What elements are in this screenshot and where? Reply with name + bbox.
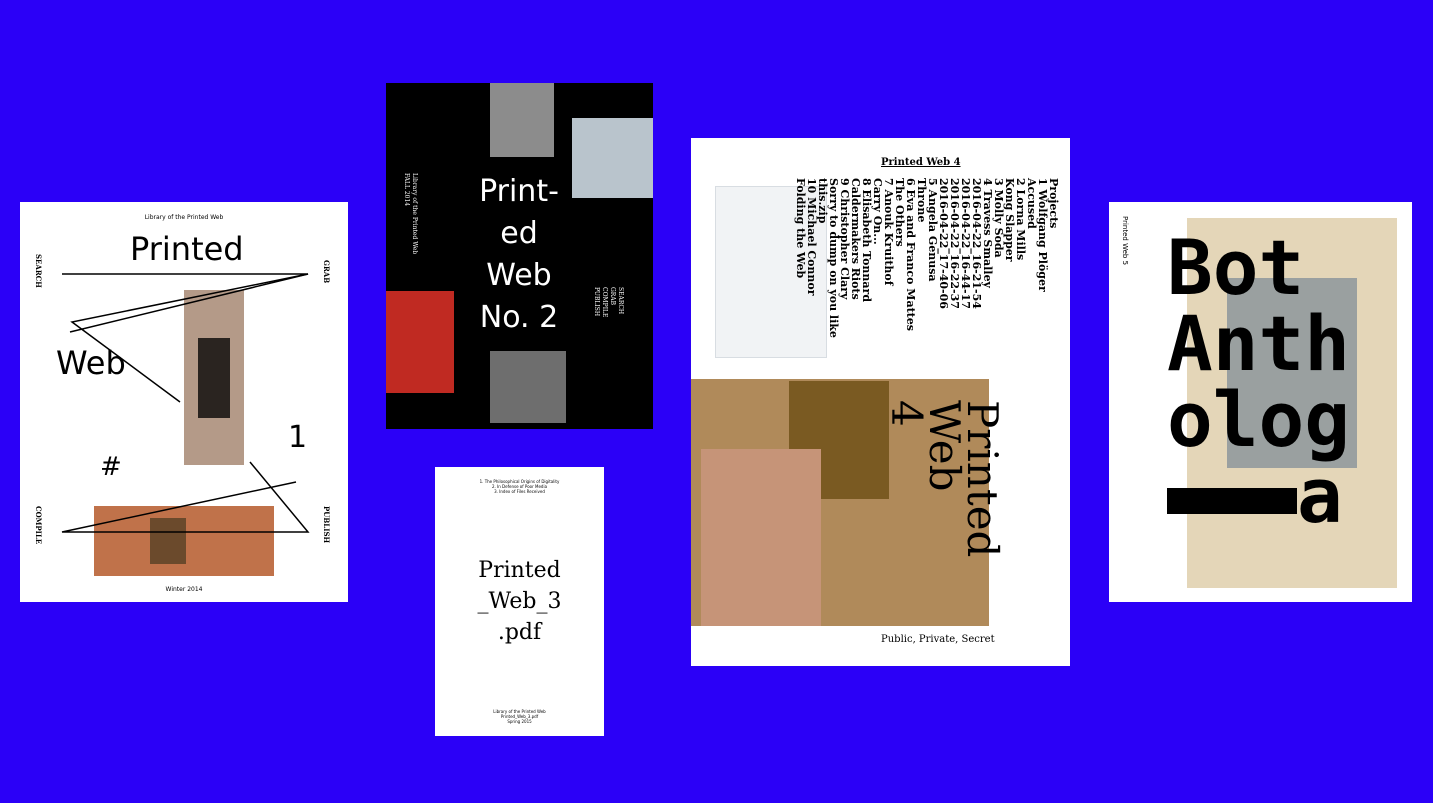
cover-5: Printed Web 5 Bot Anth olog a [1109, 202, 1412, 602]
photo-detail [198, 338, 230, 418]
title-line: Printed [958, 400, 1007, 558]
list-item: 9 Christopher Clary [838, 178, 851, 300]
title: Printed Web 4 [882, 400, 1007, 558]
verb: COMPILE [601, 287, 608, 318]
cover-3: 1. The Philosophical Origins of Digitali… [435, 467, 604, 736]
list-item: 10 Michael Connor [805, 178, 818, 296]
title-line: 4 [882, 400, 931, 427]
list-item: Caldermakers Riots [849, 178, 862, 300]
list-item: 2016-04-22_16-21-54 [970, 178, 983, 309]
list-item: 5 Angela Genusa [926, 178, 939, 282]
line-drawing [61, 273, 310, 533]
screenshot [715, 186, 827, 358]
season: FALL 2014 [403, 173, 410, 207]
list-item: 2016-04-22_16-22-37 [948, 178, 961, 309]
verb: PUBLISH [593, 287, 600, 317]
list-item: 2016-04-22_16-44-17 [959, 178, 972, 309]
contents: 1. The Philosophical Origins of Digitali… [435, 479, 604, 494]
line [69, 273, 309, 333]
contents-item: 3. Index of Files Received [494, 489, 545, 494]
verb: COMPILE [34, 506, 43, 545]
footer: Library of the Printed Web Printed_Web_3… [435, 709, 604, 724]
redaction [1167, 488, 1297, 514]
title-line: Print- [479, 174, 559, 209]
photo [490, 351, 566, 423]
verb: GRAB [609, 287, 616, 306]
engraving-detail [1227, 278, 1357, 468]
spine: Library of the Printed Web FALL 2014 [402, 173, 418, 254]
subtitle: Public, Private, Secret [881, 634, 995, 645]
list-item: The Others [893, 178, 906, 247]
photo [572, 118, 653, 198]
verbs: SEARCH GRAB COMPILE PUBLISH [592, 287, 624, 317]
spine: Printed Web 5 [1121, 216, 1129, 266]
verb: PUBLISH [322, 506, 331, 544]
photo [386, 291, 454, 393]
engraving [1187, 218, 1397, 588]
title-line: Printed [478, 558, 561, 583]
verb: SEARCH [617, 287, 624, 315]
contents-item: 2. In Defense of Poor Media [491, 484, 548, 489]
line [61, 461, 310, 533]
title-line: ed [500, 216, 538, 251]
title-line: Web [486, 258, 552, 293]
title-line: olog [1167, 375, 1351, 464]
title: Bot Anth olog a [1167, 230, 1350, 534]
project-list: Projects 1 Wolfgang Plöger Accused 2 Lorna … [794, 178, 1060, 378]
list-item: Accused [1025, 178, 1038, 229]
heading: Printed Web 4 [881, 157, 961, 168]
cover-4: Printed Web 4 Projects 1 Wolfgang Plöger A… [691, 138, 1070, 666]
list-item: Sorry to dump on you like this.zip [816, 178, 840, 338]
season: Winter 2014 [165, 586, 203, 593]
list-item: Kong Slapper [1003, 178, 1016, 262]
footer-line: Library of the Printed Web [493, 709, 546, 714]
line [62, 273, 309, 403]
list-item: Projects [1047, 178, 1060, 229]
photo [691, 379, 989, 626]
photo-detail [150, 518, 186, 564]
list-item: 2 Lorna Mills [1014, 178, 1027, 261]
title: Web [56, 344, 126, 382]
title: Printed [130, 230, 244, 268]
number: 1 [288, 420, 308, 455]
list-item: 7 Anouk Kruithof [882, 178, 895, 286]
list-item: 4 Travess Smalley [981, 178, 994, 288]
list-item: Carry On... [871, 178, 884, 245]
verb: SEARCH [34, 254, 43, 288]
imprint: Library of the Printed Web [411, 173, 418, 255]
title: Printed _Web_3 .pdf [435, 555, 604, 648]
list-item: 6 Eva and Franco Mattes [904, 178, 917, 331]
photo [490, 83, 554, 157]
photo [94, 506, 274, 576]
list-item: Folding the Web [794, 178, 807, 279]
title-line: _Web_3 [477, 589, 562, 614]
list-item: 1 Wolfgang Plöger [1036, 178, 1049, 292]
list-item: 2016-04-22_17-40-06 [937, 178, 950, 309]
title-line-wrap: a [1167, 458, 1350, 534]
cover-2: Library of the Printed Web FALL 2014 Pri… [386, 83, 653, 429]
title-line: Bot [1167, 223, 1305, 312]
imprint: Library of the Printed Web [144, 214, 224, 221]
cover-1: Library of the Printed Web Printed Web 1… [20, 202, 348, 602]
footer-line: Spring 2015 [507, 719, 532, 724]
title-line: Anth [1167, 299, 1351, 388]
hash: # [100, 452, 122, 482]
title-line: .pdf [497, 620, 542, 645]
title-line: No. 2 [479, 300, 559, 335]
list-item: 3 Molly Soda [992, 178, 1005, 258]
contents-item: 1. The Philosophical Origins of Digitali… [479, 479, 560, 484]
title: Print- ed Web No. 2 [464, 171, 574, 339]
footer-line: Printed_Web_3.pdf [500, 714, 539, 719]
list-item: Throne [915, 178, 928, 223]
title-line: a [1297, 451, 1343, 540]
verb: GRAB [322, 260, 331, 284]
title-line: Web [920, 400, 969, 492]
photo-detail [701, 449, 821, 626]
list-item: 8 Elisabeth Tonnard [860, 178, 873, 303]
photo [184, 290, 244, 465]
